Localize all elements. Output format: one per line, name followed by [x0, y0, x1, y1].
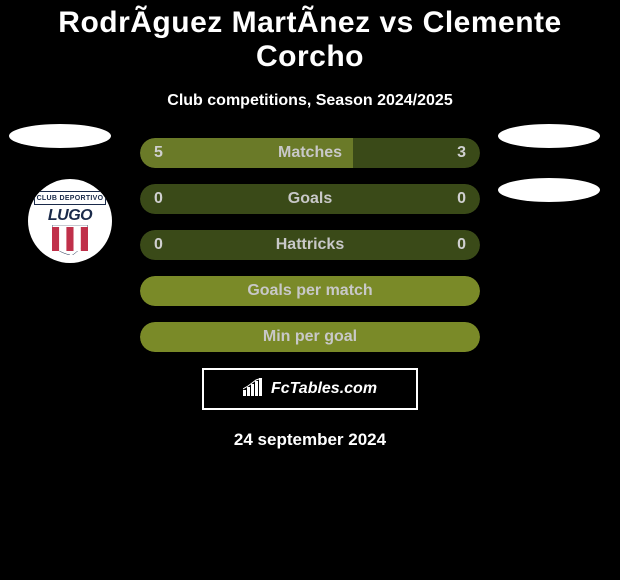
subtitle: Club competitions, Season 2024/2025 [0, 92, 620, 110]
logo-name: LUGO [34, 207, 106, 225]
stat-value-left: 0 [154, 230, 163, 260]
attribution-box: FcTables.com [202, 368, 418, 410]
shield-icon [52, 225, 88, 255]
placeholder-ellipse [9, 124, 111, 148]
stat-row: Matches5 3 [140, 138, 480, 168]
stat-label: Goals [140, 184, 480, 214]
date-text: 24 september 2024 [234, 430, 386, 449]
stat-row: Hattricks0 0 [140, 230, 480, 260]
page-title: RodrÃ­guez MartÃ­nez vs Clemente Corcho [0, 0, 620, 74]
stat-value-right: 0 [457, 230, 466, 260]
stat-label: Matches [140, 138, 480, 168]
stat-value-left: 5 [154, 138, 163, 168]
attribution-text: FcTables.com [271, 380, 377, 398]
stat-label: Hattricks [140, 230, 480, 260]
chart-icon [243, 378, 265, 401]
title-text: RodrÃ­guez MartÃ­nez vs Clemente Corcho [58, 6, 561, 73]
club-logo-left: CLUB DEPORTIVO LUGO [28, 179, 112, 263]
placeholder-ellipse [498, 124, 600, 148]
stat-value-left: 0 [154, 184, 163, 214]
stat-row: Goals0 0 [140, 184, 480, 214]
date: 24 september 2024 [0, 430, 620, 450]
stat-label: Goals per match [140, 276, 480, 306]
placeholder-ellipse [498, 178, 600, 202]
stat-row: Goals per match [140, 276, 480, 306]
logo-banner: CLUB DEPORTIVO [34, 191, 106, 205]
stat-value-right: 0 [457, 184, 466, 214]
stat-value-right: 3 [457, 138, 466, 168]
stat-row: Min per goal [140, 322, 480, 352]
subtitle-text: Club competitions, Season 2024/2025 [167, 92, 452, 109]
stat-label: Min per goal [140, 322, 480, 352]
